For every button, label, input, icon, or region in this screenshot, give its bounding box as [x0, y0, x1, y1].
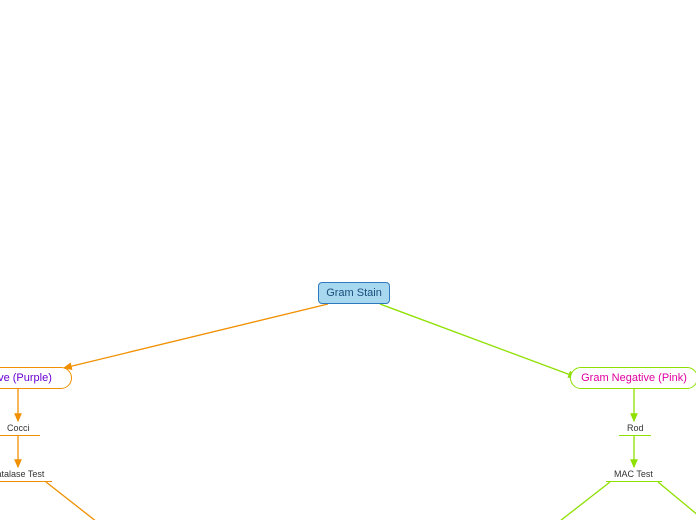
edge: [46, 482, 120, 520]
mac-node[interactable]: MAC Test: [614, 469, 653, 479]
gram-negative-label: Gram Negative (Pink): [581, 372, 687, 384]
root-node[interactable]: Gram Stain: [318, 282, 390, 304]
mac-underline: [606, 481, 662, 482]
edge: [64, 304, 328, 368]
mac-label: MAC Test: [614, 469, 653, 479]
edges-layer: [0, 0, 696, 520]
edge: [380, 304, 576, 377]
rod-label: Rod: [627, 423, 644, 433]
root-label: Gram Stain: [326, 287, 382, 299]
cocci-node[interactable]: Cocci: [7, 423, 30, 433]
rod-underline: [619, 435, 651, 436]
cocci-underline: [0, 435, 40, 436]
catalase-label: Catalase Test: [0, 469, 44, 479]
catalase-underline: [0, 481, 52, 482]
edge: [658, 482, 696, 520]
rod-node[interactable]: Rod: [627, 423, 644, 433]
cocci-label: Cocci: [7, 423, 30, 433]
gram-negative-node[interactable]: Gram Negative (Pink): [570, 367, 696, 389]
gram-positive-node[interactable]: itive (Purple): [0, 367, 72, 389]
gram-positive-label: itive (Purple): [0, 372, 52, 384]
edge: [510, 482, 610, 520]
catalase-node[interactable]: Catalase Test: [0, 469, 44, 479]
